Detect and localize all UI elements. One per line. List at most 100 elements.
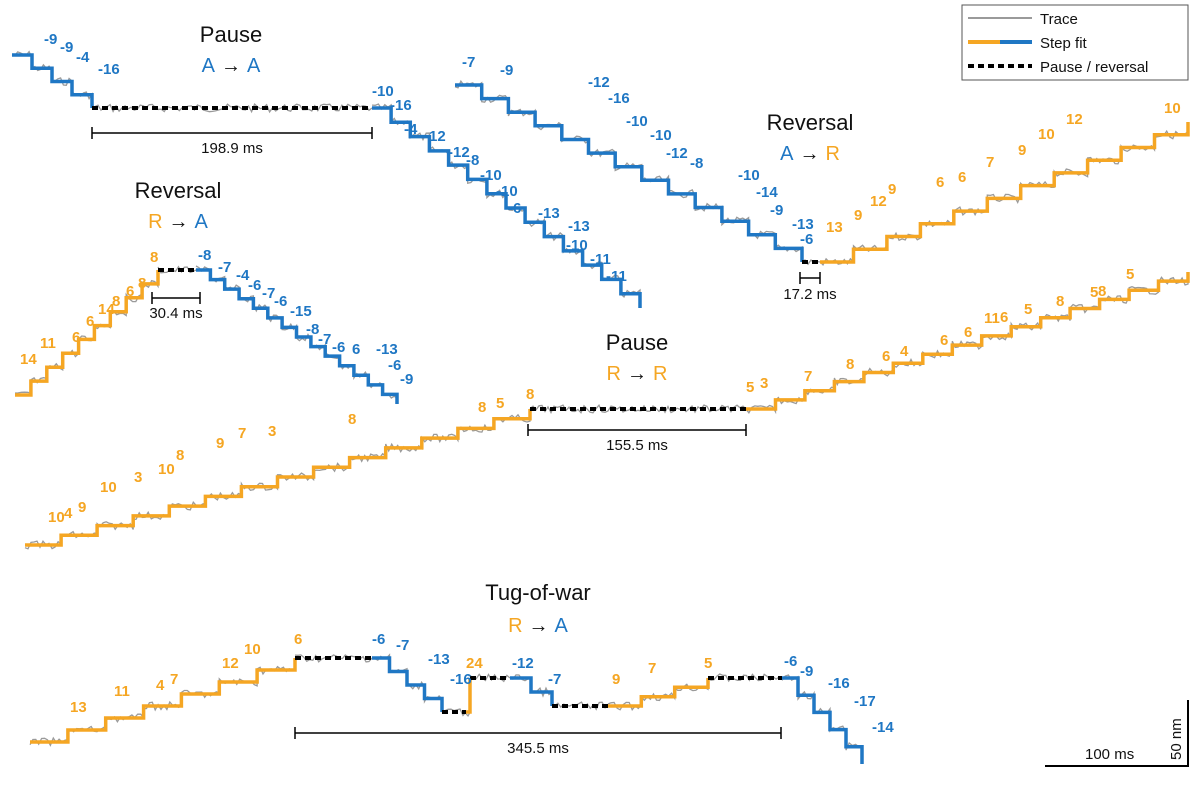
step-label-reversal-ar-0-7: -8 — [690, 155, 703, 172]
step-label-reversal-ra-2-11: -13 — [376, 341, 398, 358]
transition-arrow: → — [221, 55, 241, 77]
step-fit-reversal-ra-0 — [15, 270, 160, 397]
step-label-reversal-ar-2-2: 12 — [870, 193, 887, 210]
step-label-reversal-ra-0-4: 14 — [98, 301, 115, 318]
step-label-pause-r-0-5: 10 — [158, 461, 175, 478]
step-label-reversal-ar-0-5: -10 — [650, 127, 672, 144]
step-label-reversal-ar-0-0: -7 — [462, 54, 475, 71]
step-label-pause-a-2-7: -10 — [496, 183, 518, 200]
step-label-pause-a-2-11: -10 — [566, 237, 588, 254]
duration-label-pause-r: 155.5 ms — [606, 437, 668, 454]
step-label-reversal-ar-0-12: -6 — [800, 231, 813, 248]
step-label-pause-r-0-4: 3 — [134, 469, 142, 486]
step-label-reversal-ar-2-4: 6 — [936, 174, 944, 191]
step-label-pause-a-2-13: -11 — [606, 268, 627, 285]
step-label-tug-of-war-2-0: -6 — [372, 631, 385, 648]
step-label-reversal-ar-0-9: -14 — [756, 184, 778, 201]
trace-tug-of-war-7 — [551, 701, 609, 711]
step-label-reversal-ra-2-4: -7 — [262, 285, 275, 302]
transition-to: A — [555, 615, 569, 637]
step-label-pause-r-2-9: 6 — [1000, 309, 1008, 326]
step-label-reversal-ar-2-8: 10 — [1038, 126, 1055, 143]
step-label-reversal-ra-2-5: -6 — [274, 293, 287, 310]
transition-from: A — [202, 55, 216, 77]
step-label-pause-a-2-12: -11 — [590, 251, 611, 268]
panel-title-pause-r: Pause — [606, 330, 668, 355]
step-label-pause-r-0-11: 8 — [478, 399, 486, 416]
duration-label-reversal-ra: 30.4 ms — [149, 305, 202, 322]
step-label-pause-r-2-11: 8 — [1056, 293, 1064, 310]
step-label-pause-a-2-5: -8 — [466, 152, 479, 169]
step-label-reversal-ar-0-11: -13 — [792, 216, 814, 233]
transition-from: R — [607, 363, 621, 385]
step-label-reversal-ar-0-2: -12 — [588, 74, 610, 91]
step-fit-tug-of-war-6 — [510, 676, 554, 706]
step-label-tug-of-war-8-1: 7 — [648, 660, 656, 677]
step-label-tug-of-war-0-6: 6 — [294, 631, 302, 648]
transition-arrow: → — [799, 143, 819, 165]
scale-bar-distance-label: 50 nm — [1168, 718, 1185, 760]
step-label-reversal-ra-2-9: -6 — [332, 339, 345, 356]
duration-label-reversal-ar: 17.2 ms — [783, 286, 836, 303]
step-label-tug-of-war-2-2: -13 — [428, 651, 450, 668]
step-label-pause-r-2-5: 4 — [900, 343, 909, 360]
step-label-reversal-ar-2-0: 13 — [826, 219, 843, 236]
step-label-tug-of-war-10-4: -14 — [872, 719, 894, 736]
step-label-pause-r-0-9: 3 — [268, 423, 276, 440]
scale-bar: 100 ms 50 nm — [1045, 700, 1189, 767]
panel-transition-pause-a: A → A — [202, 55, 261, 77]
step-label-pause-r-0-6: 8 — [176, 447, 184, 464]
step-label-pause-r-2-2: 7 — [804, 368, 812, 385]
step-label-reversal-ra-2-1: -7 — [218, 259, 231, 276]
step-label-tug-of-war-0-3: 7 — [170, 671, 178, 688]
step-label-pause-a-2-10: -13 — [568, 218, 590, 235]
step-label-tug-of-war-0-1: 11 — [114, 683, 130, 700]
trace-pause-r-0 — [24, 409, 531, 550]
step-label-reversal-ra-2-2: -4 — [236, 267, 250, 284]
step-label-reversal-ar-2-10: 10 — [1164, 100, 1181, 117]
transition-from: A — [780, 143, 794, 165]
step-fit-pause-a-0 — [12, 53, 94, 108]
step-label-pause-r-0-10: 8 — [348, 411, 356, 428]
step-label-reversal-ra-0-7: 8 — [138, 275, 146, 292]
duration-label-pause-a: 198.9 ms — [201, 140, 263, 157]
transition-to: A — [247, 55, 261, 77]
step-label-reversal-ar-0-4: -10 — [626, 113, 648, 130]
panel-transition-reversal-ar: A → R — [780, 143, 840, 165]
step-label-reversal-ar-2-1: 9 — [854, 207, 862, 224]
step-label-pause-r-2-4: 6 — [882, 348, 890, 365]
step-label-pause-r-0-0: 10 — [48, 509, 65, 526]
step-label-tug-of-war-2-3: -16 — [450, 671, 472, 688]
step-label-reversal-ra-2-3: -6 — [248, 277, 261, 294]
step-label-pause-a-2-9: -13 — [538, 205, 560, 222]
step-fit-pause-r-2 — [746, 272, 1190, 411]
step-label-reversal-ra-0-8: 8 — [150, 249, 158, 266]
step-label-pause-r-2-10: 5 — [1024, 301, 1032, 318]
step-label-reversal-ra-2-0: -8 — [198, 247, 211, 264]
panel-title-pause-a: Pause — [200, 22, 262, 47]
step-fit-tug-of-war-8 — [608, 678, 710, 708]
step-label-reversal-ra-2-7: -8 — [306, 321, 319, 338]
scale-bar-time-label: 100 ms — [1085, 746, 1134, 763]
step-label-tug-of-war-2-1: -7 — [396, 637, 409, 654]
step-label-tug-of-war-10-2: -16 — [828, 675, 850, 692]
step-label-pause-a-2-4: -12 — [448, 144, 470, 161]
transition-arrow: → — [627, 363, 647, 385]
step-label-tug-of-war-0-0: 13 — [70, 699, 87, 716]
step-label-pause-a-0-3: -16 — [98, 61, 120, 78]
step-label-pause-r-0-13: 8 — [526, 386, 534, 403]
transition-from: R — [148, 211, 162, 233]
step-label-reversal-ar-0-3: -16 — [608, 90, 630, 107]
step-label-pause-r-0-8: 7 — [238, 425, 246, 442]
step-label-reversal-ra-0-5: 8 — [112, 293, 120, 310]
step-label-pause-r-2-3: 8 — [846, 356, 854, 373]
panel-transition-pause-r: R → R — [607, 363, 668, 385]
legend-pause-label: Pause / reversal — [1040, 59, 1148, 76]
step-label-reversal-ra-2-12: -6 — [388, 357, 401, 374]
panel-transition-reversal-ra: R → A — [148, 211, 208, 233]
panel-title-tug-of-war: Tug-of-war — [485, 580, 591, 605]
step-label-reversal-ar-2-9: 12 — [1066, 111, 1083, 128]
